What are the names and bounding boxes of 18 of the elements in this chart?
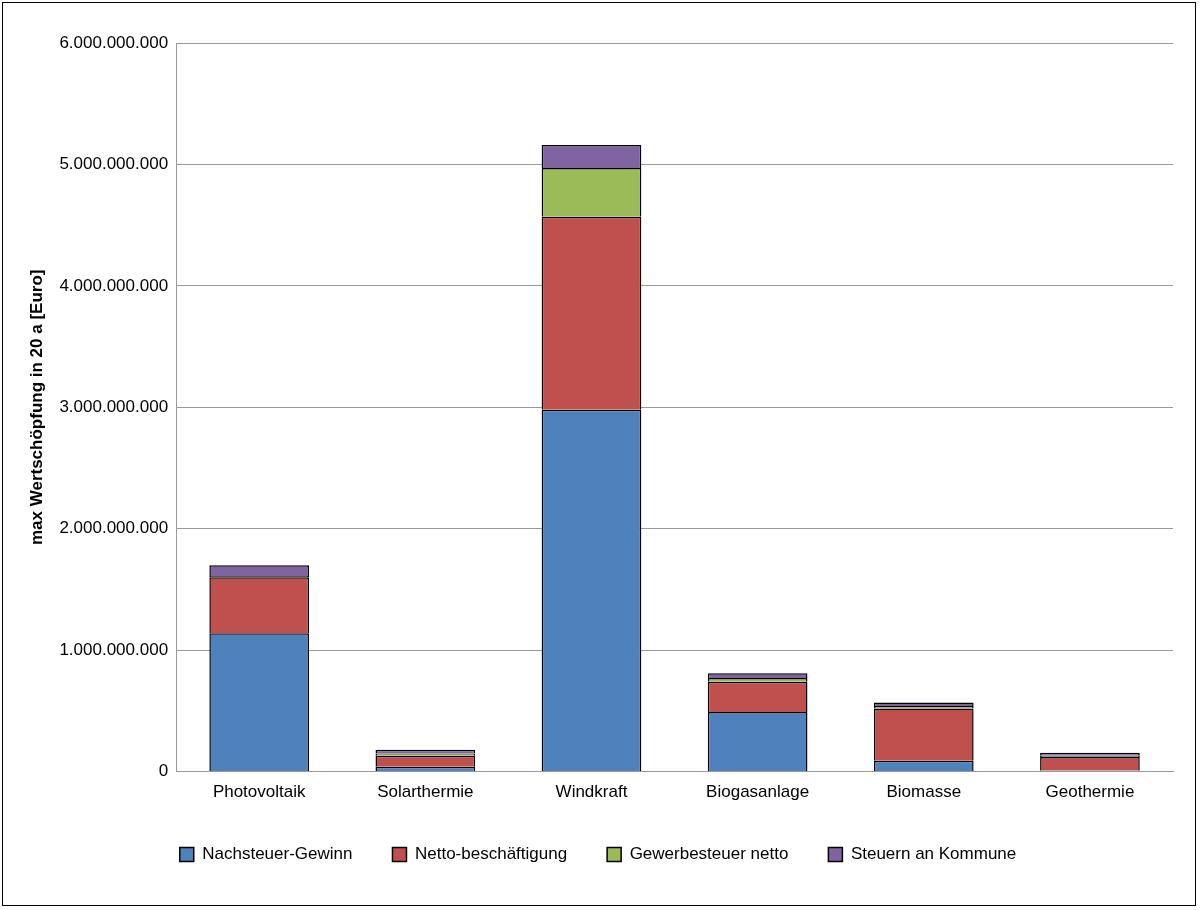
x-tick-label: Solarthermie: [377, 782, 474, 802]
x-tick-label: Windkraft: [555, 782, 628, 802]
legend-label: Netto-beschäftigung: [414, 844, 568, 864]
y-tick-label: 6.000.000.000: [59, 32, 169, 52]
y-tick-label: 5.000.000.000: [59, 154, 169, 174]
y-tick-label: 1.000.000.000: [59, 639, 169, 659]
x-tick-label: Photovoltaik: [212, 782, 306, 802]
x-tick-label: Biogasanlage: [706, 782, 810, 802]
y-tick-label: 0: [158, 761, 169, 781]
x-tick-label: Geothermie: [1045, 782, 1135, 802]
y-tick-label: 3.000.000.000: [59, 396, 169, 416]
legend-label: Nachsteuer-Gewinn: [202, 844, 353, 864]
y-tick-label: 4.000.000.000: [59, 275, 169, 295]
x-tick-label: Biomasse: [886, 782, 962, 802]
legend-label: Steuern an Kommune: [850, 844, 1017, 864]
y-axis-title: max Wertschöpfung in 20 a [Euro]: [26, 269, 46, 546]
legend-label: Gewerbesteuer netto: [629, 844, 789, 864]
y-tick-label: 2.000.000.000: [59, 518, 169, 538]
